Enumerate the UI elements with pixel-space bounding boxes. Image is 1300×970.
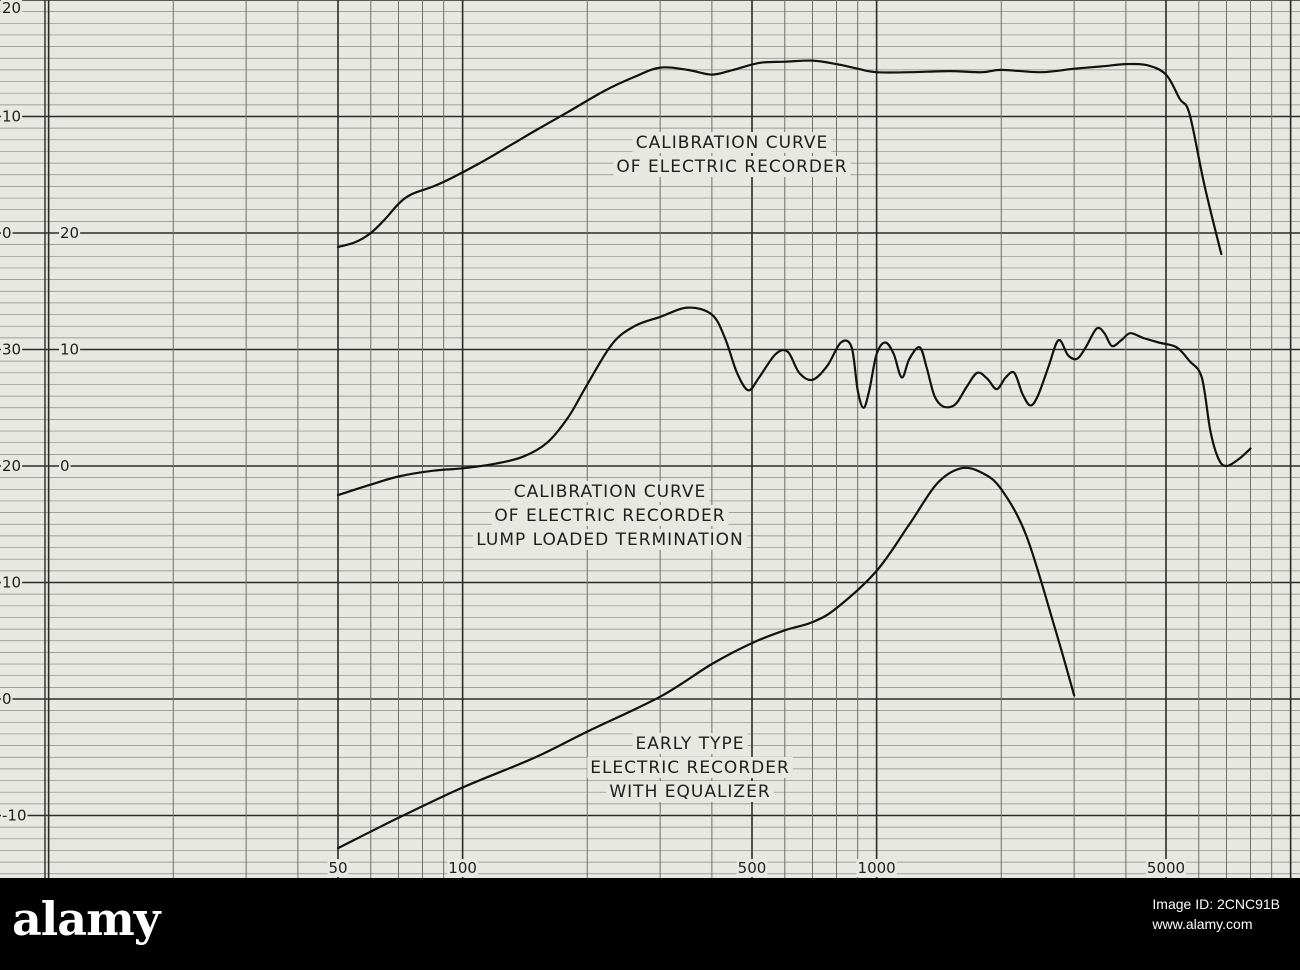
y-tick-label-inner-bg: [59, 340, 81, 359]
annotation-bg: [606, 781, 774, 802]
watermark-meta: Image ID: 2CNC91B www.alamy.com: [1152, 894, 1280, 934]
y-tick-label-top-bg: [1, 0, 23, 17]
annotation-line: LUMP LOADED TERMINATION: [476, 530, 743, 550]
x-tick-label-bg: [1145, 859, 1187, 877]
grid: [0, 0, 1300, 878]
y-tick-label-outer-bg: [1, 690, 13, 708]
annotation-bg: [491, 505, 729, 526]
y-tick-label-outer: 10: [2, 574, 21, 592]
annotation-bg: [613, 156, 851, 177]
annotation-bg: [510, 481, 710, 502]
y-tick-label-top: 0: [2, 224, 12, 242]
y-tick-label-outer-bg: [1, 573, 23, 592]
y-tick-label-top: 20: [2, 0, 21, 17]
x-tick-label-bg: [327, 859, 349, 877]
y-tick-label-inner-bg: [59, 457, 71, 475]
curves: [336, 59, 1252, 850]
y-tick-label-outer: 20: [2, 457, 21, 475]
x-tick-label: 1000: [858, 859, 896, 877]
y-tick-label-top-bg: [1, 224, 13, 242]
annotation-bg: [632, 132, 832, 153]
watermark-brand: alamy: [12, 892, 160, 946]
annotation-line: OF ELECTRIC RECORDER: [494, 506, 725, 526]
y-tick-label-top-bg: [1, 107, 23, 126]
series-line-panel-2: [336, 306, 1252, 497]
annotations: CALIBRATION CURVE OF ELECTRIC RECORDER CAL…: [473, 132, 851, 802]
y-tick-label-inner: 10: [60, 341, 79, 359]
annotation-bg: [587, 757, 793, 778]
annotation-line: ELECTRIC RECORDER: [590, 758, 790, 778]
y-tick-label-outer: 0: [2, 690, 12, 708]
series-line-panel-3: [336, 466, 1076, 850]
x-tick-label: 5000: [1147, 859, 1185, 877]
y-tick-label-outer-bg: [1, 457, 23, 475]
x-tick-label-bg: [736, 859, 768, 877]
x-tick-label-bg: [447, 859, 478, 877]
y-tick-label-inner: 20: [60, 224, 79, 242]
y-tick-label-outer: 30: [2, 341, 21, 359]
watermark-image-id: Image ID: 2CNC91B: [1152, 896, 1280, 912]
annotation-line: OF ELECTRIC RECORDER: [616, 157, 847, 177]
y-tick-label-inner: 0: [60, 457, 70, 475]
annotation-line: CALIBRATION CURVE: [636, 133, 829, 153]
y-tick-label-outer-bg: [1, 806, 28, 825]
x-tick-label: 100: [448, 859, 477, 877]
watermark-banner: alamy Image ID: 2CNC91B www.alamy.com: [0, 878, 1300, 970]
annotation-bg: [632, 733, 748, 754]
y-tick-label-outer-bg: [1, 340, 23, 359]
x-tick-label: 50: [328, 859, 347, 877]
y-tick-label-outer: -10: [2, 807, 27, 825]
watermark-site: www.alamy.com: [1152, 916, 1253, 932]
annotation-line: WITH EQUALIZER: [609, 782, 770, 802]
x-tick-label: 500: [738, 859, 767, 877]
annotation-line: CALIBRATION CURVE: [514, 482, 707, 502]
y-tick-label-inner-bg: [59, 224, 81, 242]
x-tick-label-bg: [856, 859, 897, 877]
annotation-line: EARLY TYPE: [636, 734, 745, 754]
annotation-bg: [473, 529, 747, 550]
series-line-panel-1: [336, 59, 1223, 256]
y-tick-label-top: 10: [2, 108, 21, 126]
